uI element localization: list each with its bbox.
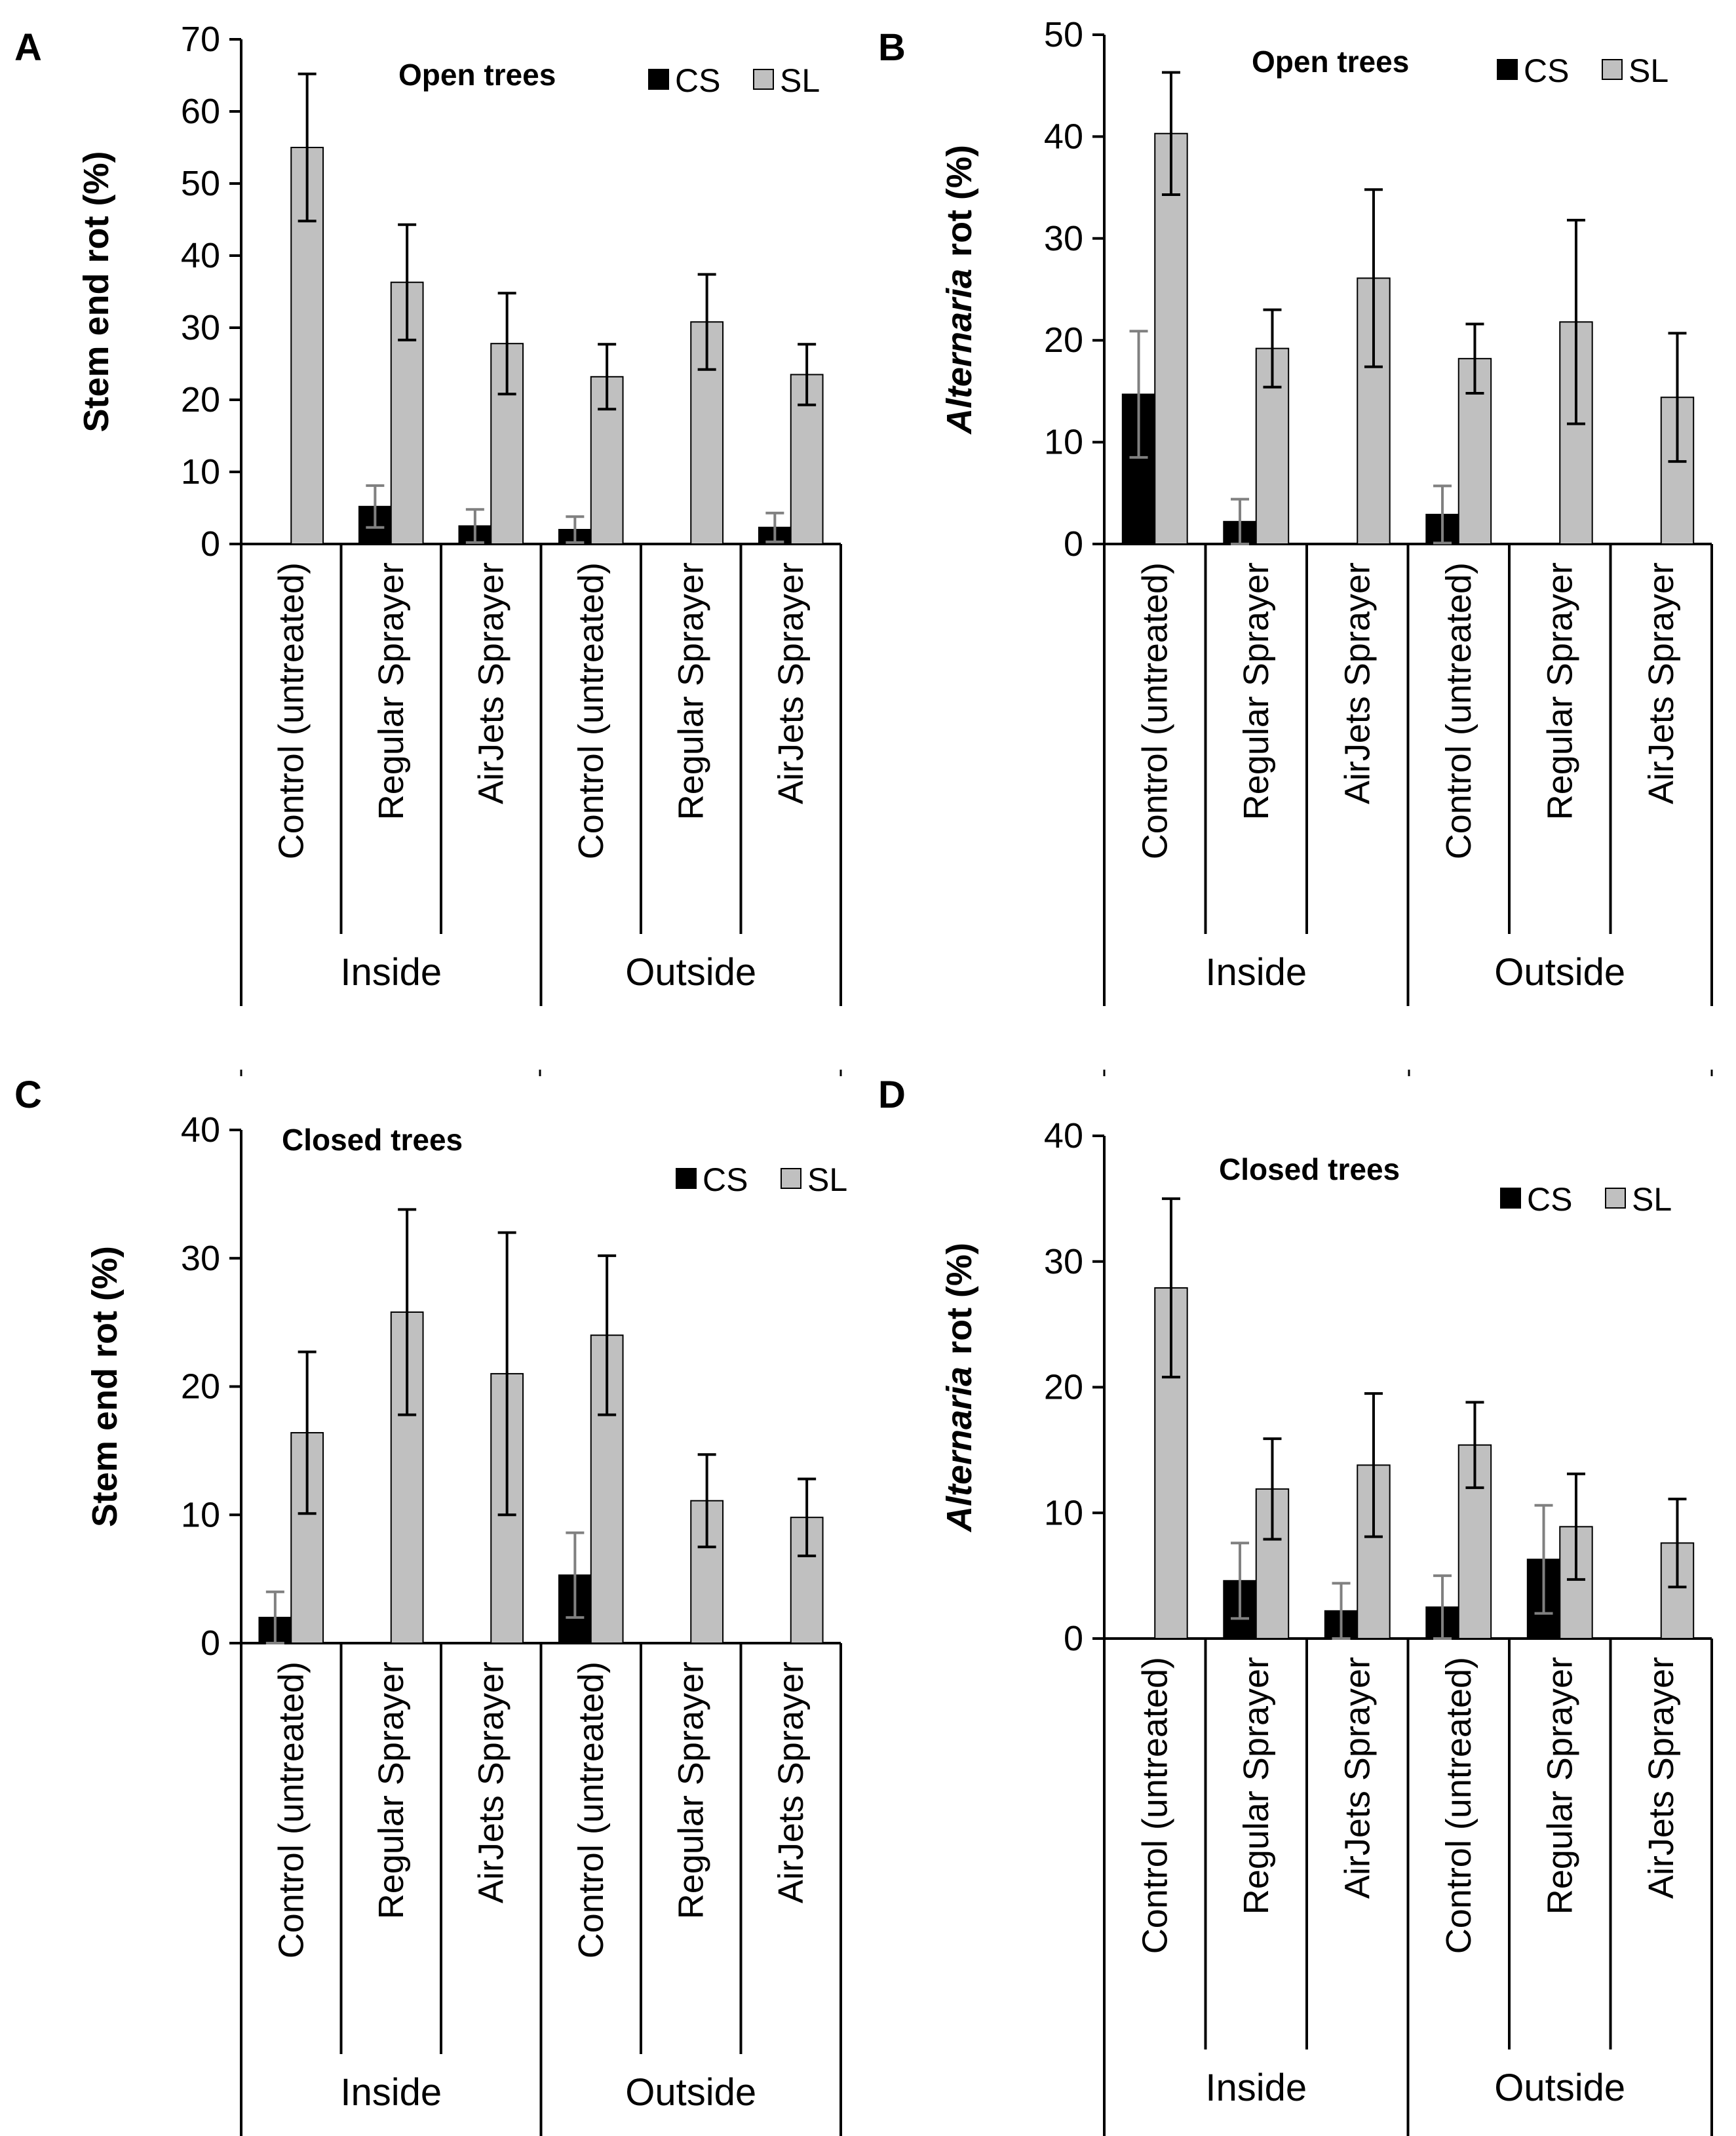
x-category-label: Control (untreated) — [571, 562, 611, 859]
x-category-label: AirJets Sprayer — [1338, 1657, 1377, 1899]
x-group-label: Inside — [1205, 2067, 1307, 2109]
y-axis-label: Stem end rot (%) — [85, 1246, 125, 1527]
y-tick-label: 40 — [1044, 117, 1083, 156]
x-category-label: Control (untreated) — [571, 1661, 611, 1958]
y-tick-label: 30 — [181, 308, 220, 347]
legend: CS SL — [1497, 52, 1668, 89]
x-group-label: Outside — [1494, 2067, 1625, 2109]
legend-label-cs: CS — [675, 62, 720, 99]
x-group-label: Inside — [340, 2071, 442, 2114]
x-group-label: Outside — [625, 951, 756, 994]
x-category-label: Regular Sprayer — [1237, 1657, 1276, 1914]
y-tick-label: 10 — [181, 1495, 220, 1534]
panel-letter: C — [14, 1074, 42, 1116]
panel-letter: A — [14, 26, 42, 69]
x-category-label: Regular Sprayer — [671, 562, 710, 820]
legend-label-sl: SL — [1632, 1181, 1672, 1218]
x-category-label: Regular Sprayer — [1237, 562, 1276, 820]
y-axis-label: Alternaria rot (%) — [940, 145, 979, 435]
y-tick-label: 30 — [181, 1239, 220, 1278]
x-category-label: Regular Sprayer — [372, 1661, 411, 1919]
x-category-label: Control (untreated) — [1439, 1657, 1478, 1954]
bar-sl — [1154, 132, 1188, 545]
x-category-label: AirJets Sprayer — [771, 562, 811, 804]
panel-title: Open trees — [1252, 45, 1409, 79]
x-category-label: Control (untreated) — [1135, 1657, 1174, 1954]
legend-label-sl: SL — [1629, 52, 1668, 89]
x-category-label: AirJets Sprayer — [1642, 562, 1681, 804]
y-tick-label: 0 — [201, 1623, 220, 1663]
y-tick-label: 10 — [181, 452, 220, 492]
y-axis-label-italic: Alternaria — [940, 1367, 979, 1533]
legend-label-sl: SL — [807, 1161, 847, 1198]
legend: CS SL — [1500, 1181, 1672, 1218]
y-tick-label: 20 — [1044, 1368, 1083, 1407]
y-tick-label: 30 — [1044, 1242, 1083, 1281]
legend: CS SL — [648, 62, 820, 99]
y-axis-label: Stem end rot (%) — [77, 151, 116, 432]
y-tick-label: 50 — [181, 164, 220, 203]
y-tick-label: 0 — [1064, 1619, 1083, 1658]
y-axis-label-rest: rot (%) — [940, 145, 979, 257]
bar-sl — [1660, 1542, 1695, 1640]
chart-panel-c: C Closed trees 0 10 20 30 40 Stem end rot (%) Co… — [14, 1074, 847, 2136]
legend-label-sl: SL — [780, 62, 820, 99]
y-tick-label: 30 — [1044, 219, 1083, 258]
legend: CS SL — [676, 1161, 847, 1198]
x-group-label: Inside — [1205, 951, 1307, 994]
x-group-label: Inside — [340, 951, 442, 994]
y-tick-label: 40 — [1044, 1116, 1083, 1155]
x-category-label: AirJets Sprayer — [1642, 1657, 1681, 1899]
x-category-label: Control (untreated) — [271, 562, 311, 859]
panel-title: Closed trees — [282, 1123, 463, 1157]
panel-title: Closed trees — [1219, 1152, 1400, 1186]
y-tick-label: 20 — [181, 1367, 220, 1407]
chart-panel-d: D Closed trees 0 10 20 30 40 Alternaria rot (%) C… — [878, 1074, 1713, 2136]
y-axis-label-rest: rot (%) — [940, 1243, 979, 1355]
legend-label-cs: CS — [1527, 1181, 1572, 1218]
y-tick-label: 50 — [1044, 15, 1083, 54]
x-category-label: AirJets Sprayer — [471, 562, 511, 804]
y-axis-label-italic: Alternaria — [940, 269, 979, 435]
x-group-label: Outside — [1494, 951, 1625, 994]
legend-swatch-sl — [1602, 59, 1623, 80]
x-category-label: Control (untreated) — [271, 1661, 311, 1958]
y-tick-label: 40 — [181, 236, 220, 275]
legend-label-cs: CS — [1524, 52, 1569, 89]
x-group-label: Outside — [625, 2071, 756, 2114]
x-category-label: Control (untreated) — [1439, 562, 1478, 859]
x-category-label: AirJets Sprayer — [771, 1661, 811, 1903]
y-tick-label: 20 — [181, 380, 220, 419]
legend-swatch-cs — [1500, 1188, 1521, 1209]
x-category-label: AirJets Sprayer — [1338, 562, 1377, 804]
y-tick-label: 20 — [1044, 320, 1083, 360]
y-tick-label: 40 — [181, 1110, 220, 1150]
chart-panel-b: B Open trees 0 10 20 30 40 50 Alternaria rot (%) C… — [878, 15, 1713, 1006]
y-tick-label: 0 — [201, 524, 220, 564]
y-tick-label: 60 — [181, 92, 220, 131]
y-tick-label: 10 — [1044, 423, 1083, 462]
y-axis-label: Alternaria rot (%) — [940, 1243, 979, 1533]
panel-title: Open trees — [398, 58, 556, 92]
panel-letter: D — [878, 1074, 906, 1116]
legend-swatch-cs — [676, 1168, 697, 1189]
legend-swatch-sl — [753, 69, 774, 90]
x-category-label: Control (untreated) — [1135, 562, 1174, 859]
legend-swatch-sl — [781, 1168, 801, 1189]
chart-panel-a: A Open trees 0 10 20 30 40 50 60 70 Stem end rot (… — [14, 20, 842, 1006]
legend-swatch-cs — [1497, 59, 1518, 80]
legend-swatch-cs — [648, 69, 669, 90]
legend-swatch-sl — [1605, 1188, 1626, 1209]
x-category-label: AirJets Sprayer — [471, 1661, 511, 1903]
y-tick-label: 10 — [1044, 1493, 1083, 1532]
panel-letter: B — [878, 26, 906, 69]
x-category-label: Regular Sprayer — [372, 562, 411, 820]
y-tick-label: 70 — [181, 20, 220, 59]
legend-label-cs: CS — [703, 1161, 748, 1198]
x-category-label: Regular Sprayer — [1540, 562, 1579, 820]
x-category-label: Regular Sprayer — [671, 1661, 710, 1919]
x-category-label: Regular Sprayer — [1540, 1657, 1579, 1914]
y-tick-label: 0 — [1064, 524, 1083, 564]
